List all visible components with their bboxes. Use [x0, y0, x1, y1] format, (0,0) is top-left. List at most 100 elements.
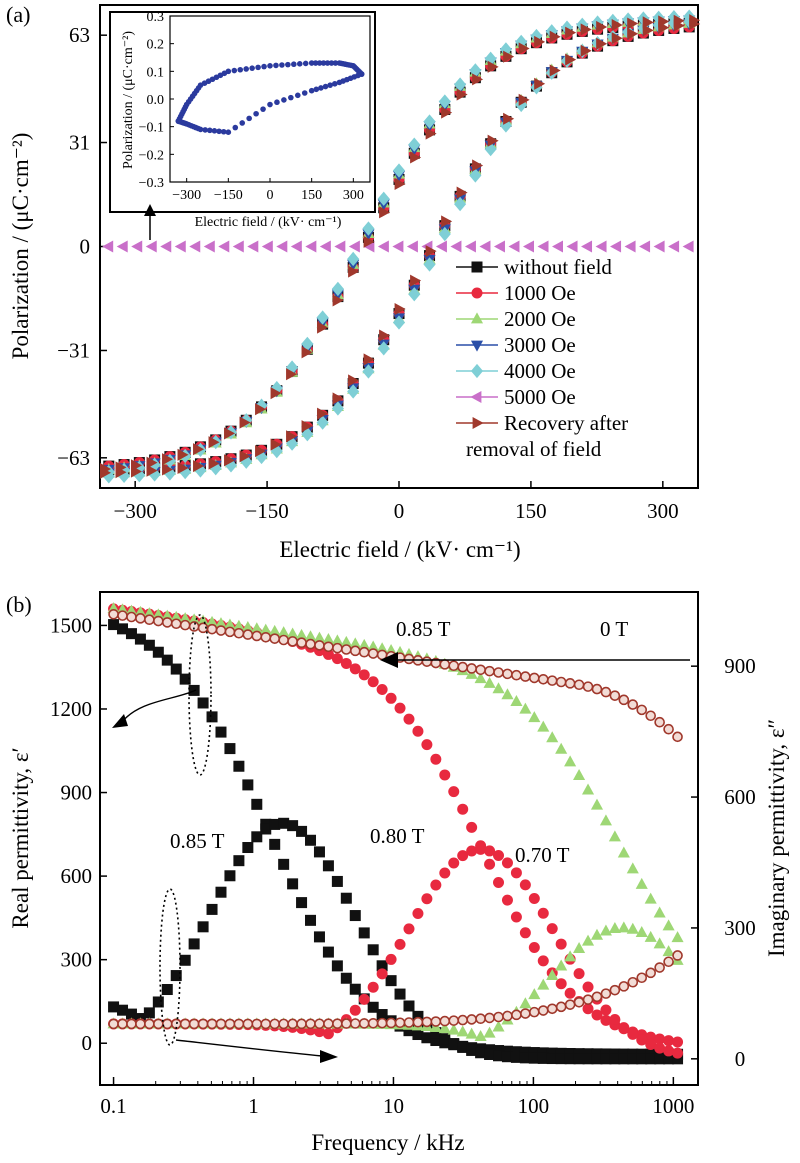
data-point	[340, 635, 353, 647]
data-point	[347, 384, 360, 399]
data-point	[508, 240, 520, 253]
data-point	[170, 663, 182, 675]
panel-a-ticks: −300 −150 0 150 300 −63 −31 0 31 63	[57, 23, 678, 523]
data-point	[314, 640, 325, 651]
data-point	[349, 910, 361, 922]
data-point	[215, 886, 227, 898]
data-point	[421, 893, 433, 905]
data-point	[518, 93, 530, 106]
data-point	[493, 1050, 505, 1062]
data-point	[534, 77, 546, 90]
y-tick-label: 900	[61, 781, 93, 805]
data-point	[260, 1018, 272, 1030]
inset-x-tick-label: 300	[343, 188, 364, 203]
data-point	[233, 855, 245, 867]
data-point	[610, 240, 622, 253]
y2-tick-label: 900	[724, 654, 756, 678]
data-point	[323, 641, 334, 653]
data-point	[555, 1001, 567, 1013]
data-point	[611, 32, 623, 45]
data-point	[609, 1013, 621, 1025]
data-point	[392, 163, 406, 178]
legend-marker	[471, 287, 483, 299]
inset-data-point	[231, 67, 238, 74]
data-point	[450, 240, 462, 253]
data-point	[565, 26, 577, 39]
data-point	[260, 823, 272, 835]
data-point	[537, 1052, 549, 1064]
data-point	[510, 911, 522, 923]
series-0.85-t-imag	[108, 817, 684, 1065]
data-point	[627, 699, 639, 710]
data-point	[367, 1001, 379, 1013]
field-direction-arrow	[380, 652, 690, 668]
data-point	[663, 1053, 675, 1065]
data-point	[425, 245, 437, 258]
data-point	[564, 678, 576, 689]
data-point	[135, 1018, 146, 1030]
data-point	[546, 923, 558, 935]
data-point	[287, 636, 298, 647]
data-point	[635, 877, 648, 889]
data-point	[448, 786, 460, 798]
data-point	[385, 953, 397, 965]
y2-tick-label: 0	[735, 1047, 746, 1071]
data-point	[546, 968, 559, 980]
data-point	[269, 1018, 281, 1030]
data-point	[197, 1018, 209, 1030]
data-point	[609, 690, 621, 701]
legend-marker	[472, 416, 484, 430]
data-point	[162, 453, 174, 466]
data-point	[160, 240, 172, 253]
data-point	[331, 960, 343, 972]
data-point	[590, 798, 604, 810]
data-point	[286, 430, 298, 443]
data-point	[295, 628, 308, 640]
data-point	[349, 1004, 361, 1016]
data-point	[519, 879, 531, 891]
data-point	[501, 1045, 513, 1057]
data-point	[663, 723, 674, 735]
inset-data-point	[320, 60, 327, 66]
data-point	[358, 638, 371, 650]
data-point	[519, 997, 532, 1009]
data-point	[376, 968, 388, 980]
data-point	[555, 676, 567, 688]
data-point	[102, 240, 114, 253]
data-point	[537, 907, 549, 919]
data-point	[438, 1022, 451, 1034]
data-point	[305, 638, 316, 650]
data-point	[658, 15, 670, 28]
data-point	[682, 240, 694, 253]
legend-marker	[471, 261, 483, 273]
data-point	[573, 941, 586, 953]
data-point	[313, 846, 325, 858]
inset-ticks: −300 −150 0 150 300 −0.3 −0.2 −0.1 0.0 0.1 0.2 0.3	[139, 10, 364, 203]
data-point	[153, 615, 164, 627]
data-point	[454, 77, 467, 92]
data-point	[286, 368, 298, 381]
data-point	[133, 468, 146, 483]
data-point	[233, 760, 245, 772]
data-point	[177, 461, 189, 475]
data-point	[117, 1018, 128, 1030]
data-point	[205, 615, 219, 627]
inset-data-point	[249, 65, 255, 71]
inset-y-tick-label: 0.3	[147, 10, 165, 25]
data-point	[188, 938, 200, 950]
data-point	[617, 921, 630, 933]
data-point	[454, 196, 467, 212]
data-point	[591, 1053, 603, 1065]
data-point	[170, 618, 182, 630]
data-point	[331, 401, 344, 416]
data-point	[502, 1010, 513, 1022]
data-point	[653, 906, 666, 918]
panel-b-data	[107, 602, 684, 1065]
data-point	[278, 817, 290, 829]
y-tick-label: −31	[57, 338, 90, 362]
data-point	[261, 240, 273, 253]
data-point	[287, 1018, 298, 1030]
data-point	[672, 731, 683, 743]
data-point	[161, 1018, 173, 1030]
data-point	[403, 1025, 415, 1037]
